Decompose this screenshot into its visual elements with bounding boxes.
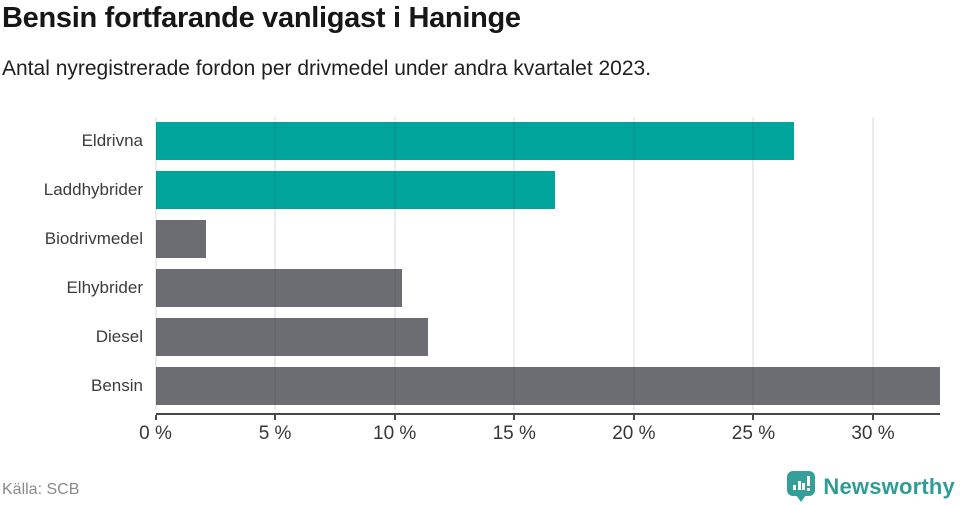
tick-mark	[632, 415, 635, 420]
bar-row: Bensin	[0, 361, 940, 410]
tick-mark	[513, 415, 516, 420]
tick-mark	[393, 415, 396, 420]
exclamation-icon	[806, 476, 810, 486]
bar-track	[155, 214, 941, 263]
speech-bubble-shape	[787, 471, 816, 496]
tick-label: 15 %	[492, 423, 536, 444]
mini-bar-icon	[802, 483, 806, 490]
newsworthy-icon	[787, 471, 816, 502]
bar-track	[155, 165, 941, 214]
bar-track	[155, 263, 941, 312]
category-label: Elhybrider	[66, 278, 143, 297]
tick-label: 5 %	[258, 423, 292, 444]
bar	[155, 171, 555, 209]
speech-bubble-tail	[796, 495, 807, 502]
bar-row: Diesel	[0, 312, 940, 361]
tick-mark	[154, 415, 157, 420]
tick-label: 20 %	[612, 423, 656, 444]
tick-label: 30 %	[851, 423, 895, 444]
bar	[155, 122, 795, 160]
category-label: Diesel	[95, 327, 143, 346]
mini-bar-icon	[793, 485, 797, 490]
bar-row: Biodrivmedel	[0, 214, 940, 263]
bar-track	[155, 116, 941, 165]
bar-track	[155, 361, 940, 410]
category-label: Biodrivmedel	[44, 229, 143, 248]
tick-mark	[872, 415, 875, 420]
brand-logo: Newsworthy	[787, 471, 955, 502]
x-axis-line	[155, 413, 940, 415]
bar	[155, 367, 940, 405]
bar-chart: Eldrivna Laddhybrider Biodrivmedel Elhybrid…	[0, 116, 940, 410]
bar-rows: Eldrivna Laddhybrider Biodrivmedel Elhybrid…	[0, 116, 940, 410]
bar	[155, 220, 206, 258]
tick-label: 25 %	[731, 423, 776, 444]
bar	[155, 269, 402, 307]
bar-track	[155, 312, 941, 361]
chart-title: Bensin fortfarande vanligast i Haninge	[2, 2, 521, 34]
tick-label: 0 %	[139, 423, 172, 444]
bar-row: Elhybrider	[0, 263, 940, 312]
tick-mark	[752, 415, 755, 420]
x-axis-ticks: 0 % 5 % 10 % 15 % 20 % 25 % 30 %	[139, 415, 941, 445]
category-label: Laddhybrider	[43, 180, 143, 199]
mini-bar-icon	[797, 481, 801, 490]
bar	[155, 318, 429, 356]
brand-wordmark: Newsworthy	[823, 473, 955, 499]
chart-subtitle: Antal nyregistrerade fordon per drivmede…	[2, 57, 652, 80]
tick-label: 10 %	[373, 423, 417, 444]
source-note: Källa: SCB	[2, 481, 80, 498]
category-label: Eldrivna	[81, 131, 143, 150]
bar-row: Laddhybrider	[0, 165, 940, 214]
bar-row: Eldrivna	[0, 116, 940, 165]
category-label: Bensin	[91, 376, 143, 395]
exclamation-dot-icon	[806, 488, 810, 491]
tick-mark	[274, 415, 277, 420]
